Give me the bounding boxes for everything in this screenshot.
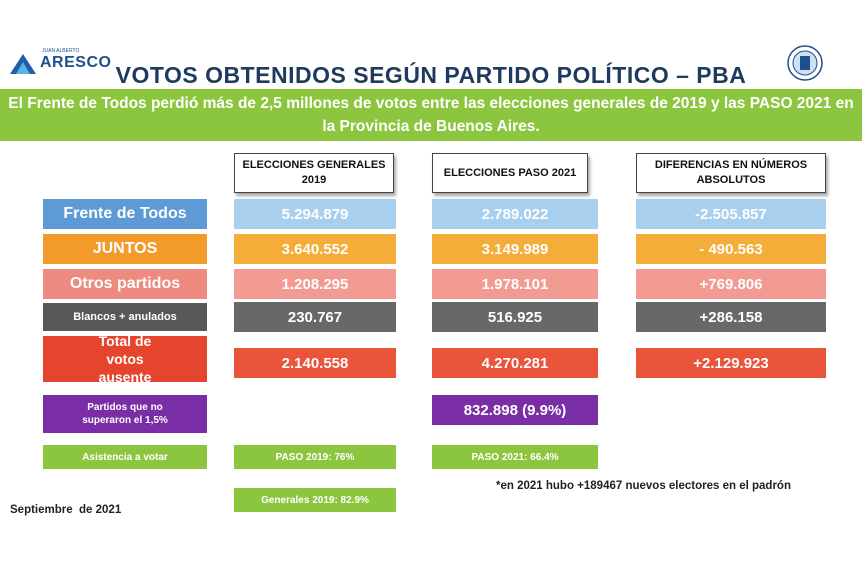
banner: El Frente de Todos perdió más de 2,5 mil…	[0, 89, 862, 141]
row-label-asistencia: Asistencia a votar	[43, 445, 207, 469]
cell-partidos-paso-2021: 832.898 (9.9%)	[432, 395, 598, 425]
cell-otros-diferencia: +769.806	[636, 269, 826, 299]
seal-logo	[786, 44, 824, 82]
cell-blancos-paso-2021: 516.925	[432, 302, 598, 332]
page-title: VOTOS OBTENIDOS SEGÚN PARTIDO POLÍTICO –…	[115, 62, 747, 88]
row-label-total-votos-ausente: Total de votos ausente	[43, 333, 207, 385]
seal-icon	[787, 45, 823, 81]
cell-frente-generales-2019: 5.294.879	[234, 199, 396, 229]
row-label-otros-partidos: Otros partidos	[43, 269, 207, 299]
cell-asistencia-generales-2019: Generales 2019: 82.9%	[234, 488, 396, 512]
cell-blancos-diferencia: +286.158	[636, 302, 826, 332]
cell-juntos-diferencia: - 490.563	[636, 234, 826, 264]
cell-otros-paso-2021: 1.978.101	[432, 269, 598, 299]
row-label-juntos: JUNTOS	[43, 234, 207, 264]
cell-total-generales-2019: 2.140.558	[234, 348, 396, 378]
row-label-partidos-no-superaron: Partidos que no superaron el 1,5%	[43, 395, 207, 433]
date-label: Septiembre de 2021	[10, 504, 122, 516]
cell-total-paso-2021: 4.270.281	[432, 348, 598, 378]
cell-frente-paso-2021: 2.789.022	[432, 199, 598, 229]
cell-otros-generales-2019: 1.208.295	[234, 269, 396, 299]
cell-blancos-generales-2019: 230.767	[234, 302, 396, 332]
cell-asistencia-paso-2019: PASO 2019: 76%	[234, 445, 396, 469]
cell-juntos-paso-2021: 3.149.989	[432, 234, 598, 264]
cell-asistencia-paso-2021: PASO 2021: 66.4%	[432, 445, 598, 469]
cell-frente-diferencia: -2.505.857	[636, 199, 826, 229]
cell-total-diferencia: +2.129.923	[636, 348, 826, 378]
aresco-logo-top: JUAN ALBERTO	[42, 48, 80, 54]
column-header-diferencias: DIFERENCIAS EN NÚMEROS ABSOLUTOS	[636, 153, 826, 193]
column-header-paso-2021: ELECCIONES PASO 2021	[432, 153, 588, 193]
cell-juntos-generales-2019: 3.640.552	[234, 234, 396, 264]
row-label-frente-de-todos: Frente de Todos	[43, 199, 207, 229]
aresco-logo-name: ARESCO	[40, 54, 112, 71]
row-label-blancos-anulados: Blancos + anulados	[43, 303, 207, 331]
aresco-mountain-icon	[10, 54, 36, 74]
column-header-generales-2019: ELECCIONES GENERALES 2019	[234, 153, 394, 193]
aresco-logo: JUAN ALBERTO ARESCO	[8, 48, 111, 78]
footnote: *en 2021 hubo +189467 nuevos electores e…	[496, 480, 791, 492]
